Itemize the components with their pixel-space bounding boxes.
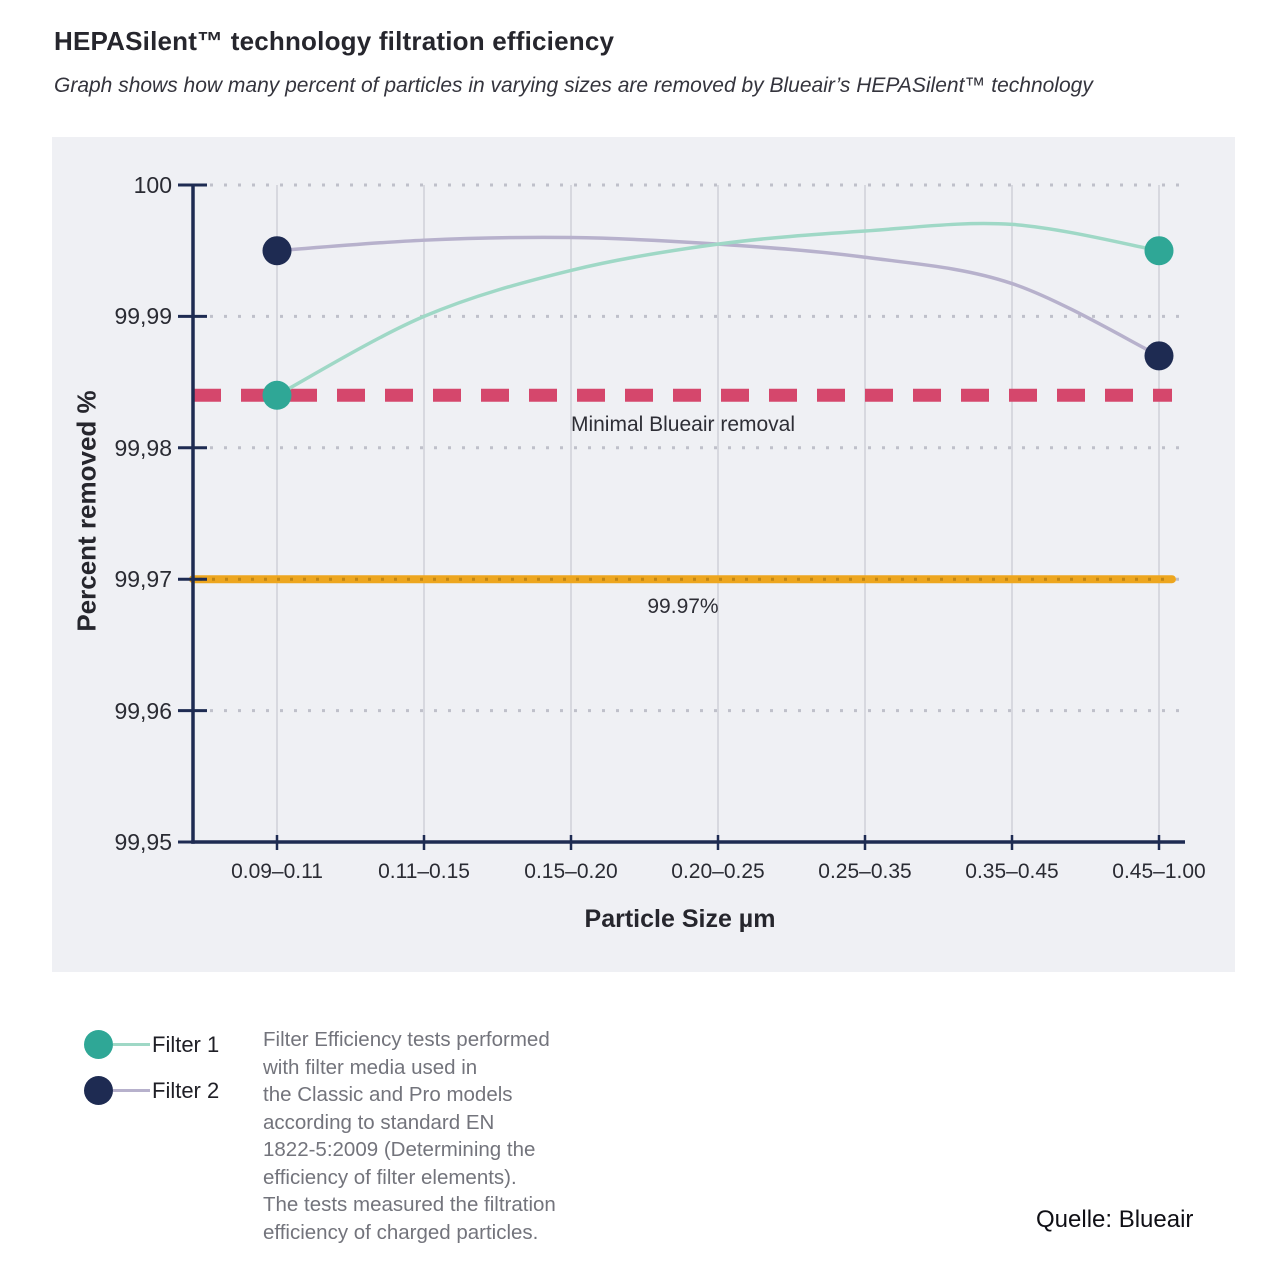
minimal-removal-label: Minimal Blueair removal [570, 413, 796, 436]
page-subtitle: Graph shows how many percent of particle… [54, 74, 1093, 97]
x-tick-label: 0.11–0.15 [378, 860, 470, 883]
y-axis-title: Percent removed % [71, 390, 102, 632]
x-tick-label: 0.45–1.00 [1112, 860, 1206, 883]
y-tick-label: 100 [133, 172, 172, 198]
x-axis-title: Particle Size µm [584, 905, 776, 933]
filter-1-line-icon [113, 1043, 150, 1046]
chart-canvas [178, 183, 1190, 850]
y-tick-label: 99,98 [114, 435, 172, 461]
source-text: Quelle: Blueair [1036, 1206, 1194, 1233]
x-tick-label: 0.35–0.45 [965, 860, 1059, 883]
y-tick-label: 99,95 [114, 829, 172, 855]
chart-panel: Percent removed % Particle Size µm 100 9… [52, 137, 1235, 972]
y-tick-label: 99,97 [114, 566, 172, 592]
note-text: Filter Efficiency tests performed with f… [263, 1028, 556, 1244]
x-tick-label: 0.25–0.35 [818, 860, 912, 883]
page-title: HEPASilent™ technology filtration effici… [54, 26, 615, 56]
y-tick-label: 99,99 [114, 303, 172, 329]
baseline-9997-label: 99.97% [647, 595, 719, 618]
y-tick-label: 99,96 [114, 698, 172, 724]
filter-1-dot-icon [84, 1030, 113, 1059]
filter-2-label: Filter 2 [152, 1078, 220, 1103]
filter-2-line-icon [113, 1089, 150, 1092]
x-tick-label: 0.09–0.11 [231, 860, 323, 883]
x-tick-label: 0.20–0.25 [671, 860, 765, 883]
filter-2-dot-icon [84, 1076, 113, 1105]
filter-1-label: Filter 1 [152, 1032, 220, 1057]
x-tick-label: 0.15–0.20 [524, 860, 618, 883]
